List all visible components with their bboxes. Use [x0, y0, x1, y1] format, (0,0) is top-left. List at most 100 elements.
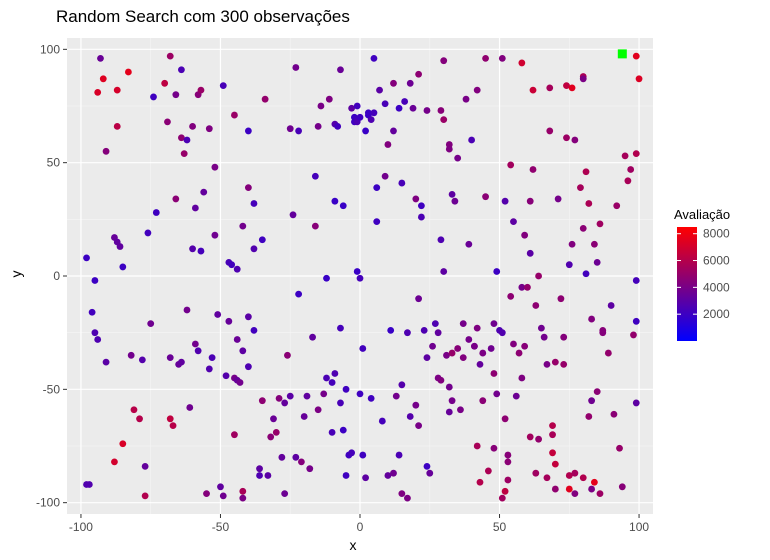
scatter-point	[339, 426, 347, 434]
scatter-point	[348, 449, 356, 457]
scatter-point	[164, 118, 171, 126]
scatter-point	[593, 388, 601, 395]
scatter-point	[443, 351, 450, 359]
scatter-point	[83, 254, 90, 262]
scatter-point	[415, 70, 422, 78]
scatter-point	[233, 265, 241, 273]
scatter-point	[415, 422, 422, 429]
scatter-point	[437, 376, 445, 384]
scatter-point	[423, 354, 431, 361]
scatter-point	[191, 340, 199, 348]
scatter-point	[359, 451, 367, 459]
scatter-point	[356, 390, 364, 398]
scatter-point	[501, 415, 509, 423]
scatter-point	[373, 184, 381, 192]
scatter-point	[624, 177, 632, 185]
scatter-point	[289, 211, 297, 219]
scatter-point	[205, 125, 213, 133]
scatter-point	[113, 86, 121, 94]
scatter-point	[521, 342, 529, 350]
scatter-point	[211, 231, 219, 239]
scatter-point	[113, 123, 121, 130]
scatter-point	[250, 327, 258, 334]
scatter-point	[498, 494, 506, 502]
scatter-point	[395, 451, 403, 459]
scatter-point	[189, 245, 196, 253]
y-tick-label: 50	[47, 156, 61, 170]
scatter-point	[471, 342, 478, 350]
scatter-point	[203, 490, 210, 497]
scatter-point	[387, 327, 395, 334]
scatter-point	[440, 116, 448, 123]
scatter-point	[124, 68, 132, 76]
scatter-point	[585, 200, 593, 207]
scatter-point	[292, 64, 300, 71]
scatter-point	[409, 104, 417, 112]
scatter-point	[454, 154, 462, 162]
scatter-point	[97, 55, 104, 62]
scatter-point	[437, 107, 445, 114]
scatter-point	[487, 345, 495, 352]
scatter-point	[577, 184, 584, 192]
scatter-point	[337, 324, 344, 332]
scatter-point	[306, 465, 314, 473]
scatter-point	[119, 440, 127, 448]
scatter-point	[607, 302, 615, 309]
scatter-point	[448, 191, 456, 198]
scatter-point	[621, 152, 629, 160]
x-tick-label: 0	[357, 520, 364, 534]
scatter-point	[395, 104, 403, 112]
scatter-point	[194, 347, 202, 355]
scatter-point	[518, 374, 526, 382]
scatter-point	[596, 490, 604, 497]
y-tick-label: -100	[36, 496, 60, 510]
scatter-point	[178, 134, 185, 142]
scatter-point	[465, 336, 473, 343]
scatter-point	[515, 349, 523, 357]
scatter-point	[258, 236, 266, 244]
scatter-point	[501, 197, 509, 205]
scatter-point	[183, 306, 191, 314]
scatter-point	[219, 82, 227, 89]
scatter-point	[560, 361, 568, 368]
scatter-point	[445, 145, 453, 153]
scatter-point	[490, 320, 498, 327]
scatter-point	[437, 236, 445, 244]
scatter-point	[632, 52, 640, 60]
scatter-point	[462, 95, 470, 103]
scatter-point	[571, 136, 579, 144]
scatter-point	[423, 107, 431, 114]
color-legend: Avaliação 2000 4000 6000 8000	[674, 207, 730, 341]
scatter-point	[535, 272, 542, 280]
scatter-point	[197, 86, 205, 94]
legend-tick-label: 2000	[703, 307, 730, 321]
scatter-point	[281, 490, 289, 497]
scatter-point	[331, 197, 339, 205]
scatter-point	[507, 161, 515, 169]
scatter-point	[364, 109, 372, 117]
scatter-point	[445, 383, 453, 391]
scatter-point	[490, 370, 498, 377]
scatter-point	[292, 453, 300, 461]
scatter-point	[300, 413, 308, 420]
x-tick-label: 50	[493, 520, 507, 534]
scatter-point	[448, 349, 456, 357]
scatter-point	[585, 413, 593, 420]
scatter-point	[239, 487, 247, 495]
scatter-point	[568, 84, 576, 92]
data-points	[83, 52, 643, 502]
scatter-point	[272, 429, 280, 436]
scatter-point	[116, 243, 124, 250]
scatter-point	[342, 385, 350, 393]
scatter-point	[136, 415, 143, 423]
legend-ticks: 2000 4000 6000 8000	[677, 227, 730, 321]
scatter-point	[526, 433, 534, 441]
scatter-point	[172, 91, 180, 99]
scatter-point	[476, 478, 484, 486]
scatter-point	[512, 392, 520, 400]
y-axis: -100 -50 0 50 100	[36, 42, 67, 510]
scatter-point	[401, 98, 409, 105]
scatter-point	[588, 315, 596, 323]
scatter-point	[420, 327, 428, 334]
